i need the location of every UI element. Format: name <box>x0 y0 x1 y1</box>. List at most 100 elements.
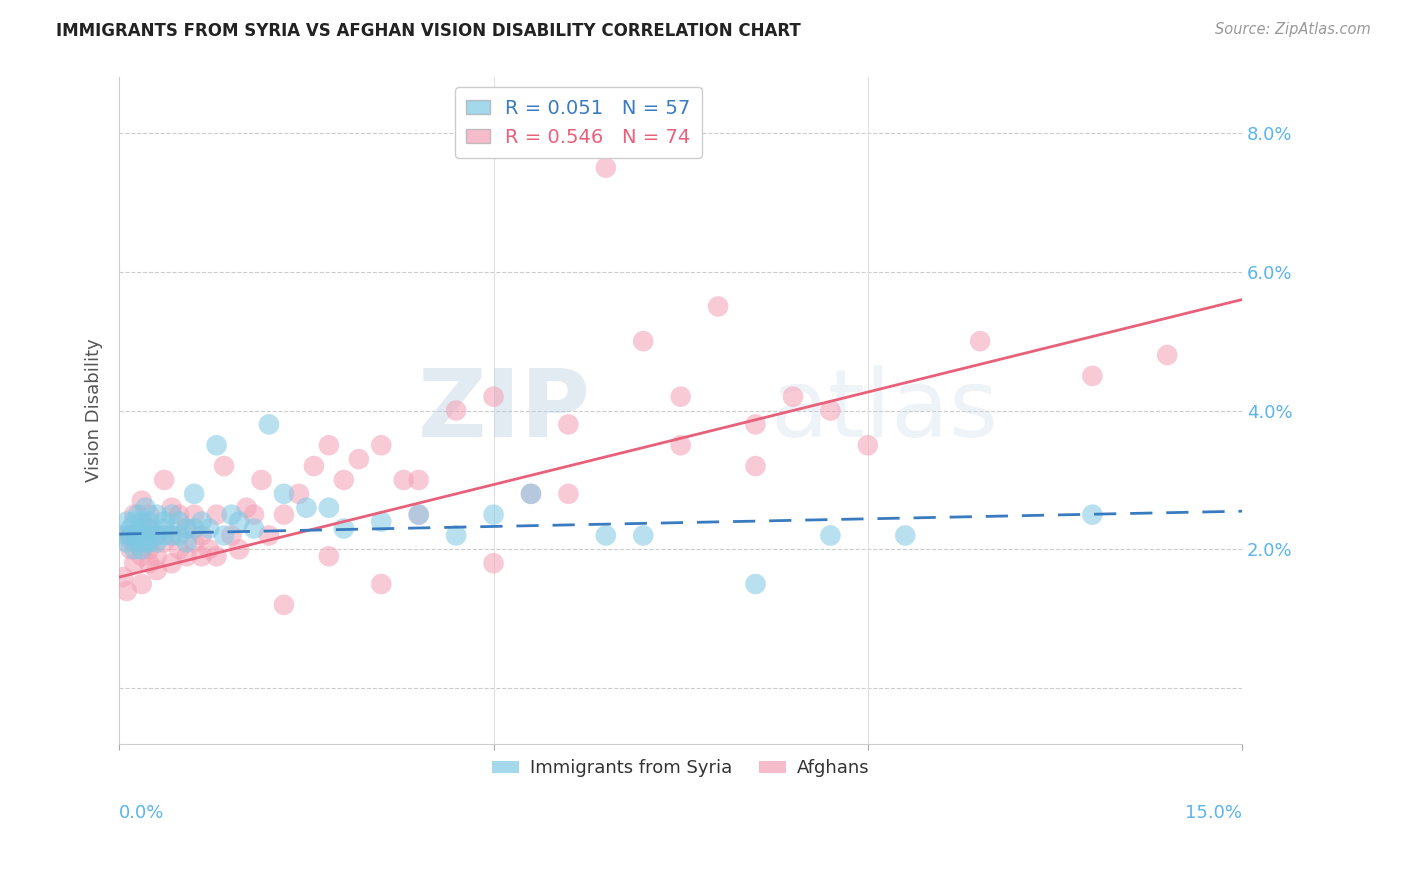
Point <box>221 508 243 522</box>
Point <box>370 577 392 591</box>
Point <box>167 542 190 557</box>
Point <box>122 528 145 542</box>
Point <box>250 473 273 487</box>
Point <box>134 500 156 515</box>
Point <box>122 515 145 529</box>
Point <box>520 487 543 501</box>
Point <box>257 528 280 542</box>
Point <box>190 549 212 564</box>
Point <box>115 535 138 549</box>
Point <box>347 452 370 467</box>
Point <box>370 515 392 529</box>
Point <box>744 417 766 432</box>
Point <box>131 528 153 542</box>
Point <box>160 500 183 515</box>
Point <box>183 522 205 536</box>
Point <box>595 528 617 542</box>
Point <box>167 508 190 522</box>
Point <box>669 438 692 452</box>
Point <box>444 528 467 542</box>
Point <box>408 508 430 522</box>
Point <box>669 390 692 404</box>
Point <box>138 515 160 529</box>
Point <box>145 508 167 522</box>
Point <box>131 522 153 536</box>
Point <box>221 528 243 542</box>
Point <box>198 522 221 536</box>
Text: IMMIGRANTS FROM SYRIA VS AFGHAN VISION DISABILITY CORRELATION CHART: IMMIGRANTS FROM SYRIA VS AFGHAN VISION D… <box>56 22 801 40</box>
Point <box>1156 348 1178 362</box>
Point <box>131 577 153 591</box>
Point <box>131 542 153 557</box>
Text: Source: ZipAtlas.com: Source: ZipAtlas.com <box>1215 22 1371 37</box>
Point <box>183 535 205 549</box>
Point <box>482 508 505 522</box>
Point <box>228 515 250 529</box>
Point <box>557 487 579 501</box>
Point <box>115 528 138 542</box>
Point <box>167 515 190 529</box>
Point <box>273 598 295 612</box>
Point <box>120 542 142 557</box>
Point <box>167 528 190 542</box>
Point <box>115 584 138 599</box>
Point <box>482 390 505 404</box>
Point <box>633 334 655 348</box>
Point <box>370 438 392 452</box>
Text: 15.0%: 15.0% <box>1185 804 1241 822</box>
Point <box>243 508 266 522</box>
Point <box>333 522 356 536</box>
Point <box>856 438 879 452</box>
Point <box>707 300 730 314</box>
Point <box>138 535 160 549</box>
Point <box>302 459 325 474</box>
Text: atlas: atlas <box>770 365 998 457</box>
Point <box>318 549 340 564</box>
Point <box>333 473 356 487</box>
Point <box>190 528 212 542</box>
Point <box>176 535 198 549</box>
Point <box>212 459 235 474</box>
Point <box>176 522 198 536</box>
Point <box>820 528 842 542</box>
Point <box>131 493 153 508</box>
Point <box>138 522 160 536</box>
Point <box>820 403 842 417</box>
Point <box>318 500 340 515</box>
Point <box>127 508 149 522</box>
Point <box>257 417 280 432</box>
Point <box>122 535 145 549</box>
Point <box>153 522 176 536</box>
Point <box>183 487 205 501</box>
Point <box>138 556 160 570</box>
Point <box>122 542 145 557</box>
Point <box>520 487 543 501</box>
Text: 0.0%: 0.0% <box>120 804 165 822</box>
Text: ZIP: ZIP <box>418 365 591 457</box>
Point <box>111 570 134 584</box>
Point <box>145 535 167 549</box>
Point <box>145 528 167 542</box>
Point <box>115 515 138 529</box>
Point <box>295 500 318 515</box>
Point <box>894 528 917 542</box>
Point <box>153 515 176 529</box>
Point <box>744 577 766 591</box>
Point <box>120 522 142 536</box>
Point <box>160 556 183 570</box>
Point <box>408 508 430 522</box>
Point <box>138 542 160 557</box>
Point <box>176 522 198 536</box>
Point <box>969 334 991 348</box>
Point <box>205 508 228 522</box>
Point <box>205 549 228 564</box>
Point <box>744 459 766 474</box>
Point <box>1081 368 1104 383</box>
Point <box>138 508 160 522</box>
Point <box>145 549 167 564</box>
Point <box>408 473 430 487</box>
Point <box>205 438 228 452</box>
Point <box>273 508 295 522</box>
Point <box>160 508 183 522</box>
Point <box>122 556 145 570</box>
